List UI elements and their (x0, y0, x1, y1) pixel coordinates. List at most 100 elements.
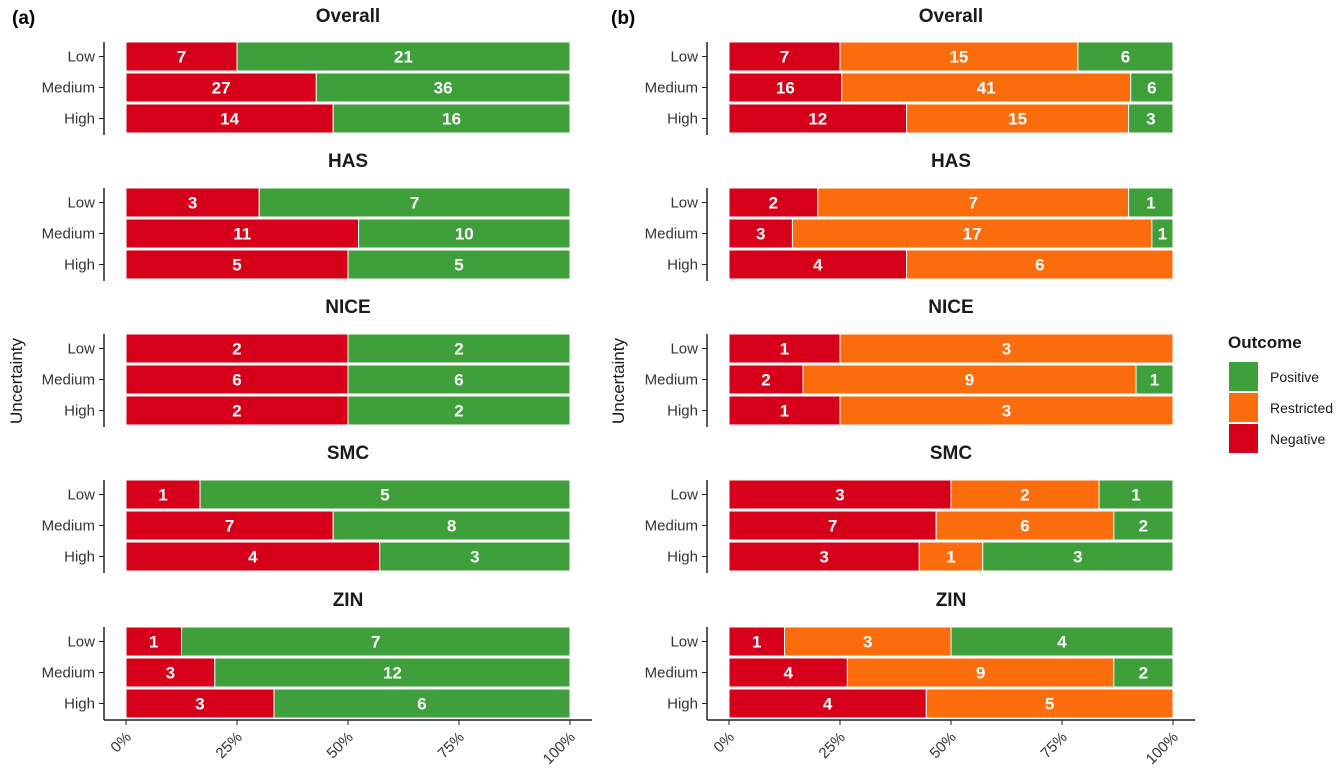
data-label: 1 (1158, 225, 1167, 244)
legend-label: Negative (1270, 431, 1325, 447)
bar-restricted (791, 218, 1153, 249)
data-label: 3 (1073, 548, 1082, 567)
panel-label: (b) (611, 8, 635, 29)
bar-negative (125, 541, 381, 572)
data-label: 1 (1131, 486, 1140, 505)
data-label: 4 (1057, 633, 1067, 652)
bar-negative (125, 395, 349, 426)
x-tick-label: 75% (435, 729, 468, 762)
data-label: 41 (977, 79, 996, 98)
legend-swatch-restricted (1229, 393, 1258, 422)
data-label: 3 (470, 548, 479, 567)
facet-smc: SMC Low 1 5 Medium 7 8 High 4 3 (42, 443, 571, 573)
data-label: 6 (417, 695, 426, 714)
legend-label: Positive (1270, 369, 1319, 385)
x-tick-label: 50% (927, 729, 960, 762)
bar-negative (728, 479, 952, 510)
bar-negative (728, 510, 937, 541)
bar-positive (199, 479, 571, 510)
bar-positive (347, 364, 571, 395)
bar-negative (125, 72, 317, 103)
x-tick-label: 100% (1143, 729, 1182, 768)
bar-positive (258, 187, 571, 218)
legend-swatch-positive (1229, 362, 1258, 391)
bar-negative (125, 249, 349, 280)
bar-positive (1135, 364, 1174, 395)
bar-restricted (784, 626, 952, 657)
bar-negative (125, 626, 182, 657)
data-label: 2 (1139, 517, 1148, 536)
data-label: 4 (823, 695, 833, 714)
category-label: Medium (42, 80, 95, 97)
bar-positive (1128, 187, 1174, 218)
data-label: 6 (1147, 79, 1156, 98)
data-label: 6 (1121, 48, 1130, 67)
data-label: 2 (454, 402, 463, 421)
data-label: 1 (149, 633, 158, 652)
data-label: 27 (212, 79, 231, 98)
x-tick-label: 100% (540, 729, 579, 768)
data-label: 6 (1035, 256, 1044, 275)
x-tick-label: 0% (107, 729, 134, 756)
data-label: 1 (946, 548, 955, 567)
category-label: High (64, 111, 95, 128)
bar-negative (125, 688, 275, 719)
category-label: Low (67, 634, 95, 651)
bar-positive (214, 657, 571, 688)
bar-restricted (925, 688, 1174, 719)
bar-positive (1113, 510, 1174, 541)
category-label: Low (670, 49, 698, 66)
bar-negative (728, 218, 793, 249)
data-label: 7 (177, 48, 186, 67)
legend-label: Restricted (1270, 400, 1333, 416)
bar-restricted (802, 364, 1137, 395)
data-label: 12 (808, 110, 827, 129)
data-label: 6 (232, 371, 241, 390)
data-label: 2 (232, 402, 241, 421)
bar-positive (379, 541, 571, 572)
legend: Outcome Positive Restricted Negative (1228, 333, 1333, 453)
data-label: 7 (968, 194, 977, 213)
data-label: 12 (383, 664, 402, 683)
bar-restricted (906, 249, 1174, 280)
bar-positive (181, 626, 571, 657)
data-label: 3 (1146, 110, 1155, 129)
legend-swatch-negative (1229, 424, 1258, 453)
data-label: 1 (1150, 371, 1159, 390)
category-label: Low (67, 487, 95, 504)
data-label: 3 (1002, 340, 1011, 359)
category-label: Medium (42, 665, 95, 682)
category-label: High (667, 111, 698, 128)
data-label: 3 (819, 548, 828, 567)
bar-positive (1113, 657, 1174, 688)
category-label: Medium (42, 372, 95, 389)
x-tick-label: 25% (816, 729, 849, 762)
category-label: High (64, 257, 95, 274)
category-label: High (64, 696, 95, 713)
facet-nice: NICE Low 2 2 Medium 6 6 High 2 2 (42, 297, 571, 427)
data-label: 2 (454, 340, 463, 359)
facet-title: Overall (919, 6, 983, 27)
bar-negative (125, 41, 238, 72)
bar-negative (728, 364, 804, 395)
category-label: Low (670, 487, 698, 504)
bar-negative (728, 626, 785, 657)
bar-restricted (918, 541, 984, 572)
bar-positive (1130, 72, 1174, 103)
category-label: High (64, 403, 95, 420)
data-label: 5 (1045, 695, 1054, 714)
bar-negative (728, 333, 841, 364)
data-label: 2 (1020, 486, 1029, 505)
bar-restricted (839, 41, 1079, 72)
data-label: 1 (158, 486, 167, 505)
category-label: High (667, 696, 698, 713)
bar-restricted (841, 72, 1132, 103)
bar-positive (1128, 103, 1174, 134)
data-label: 3 (863, 633, 872, 652)
bar-negative (728, 657, 848, 688)
category-label: High (64, 549, 95, 566)
bar-positive (332, 103, 571, 134)
